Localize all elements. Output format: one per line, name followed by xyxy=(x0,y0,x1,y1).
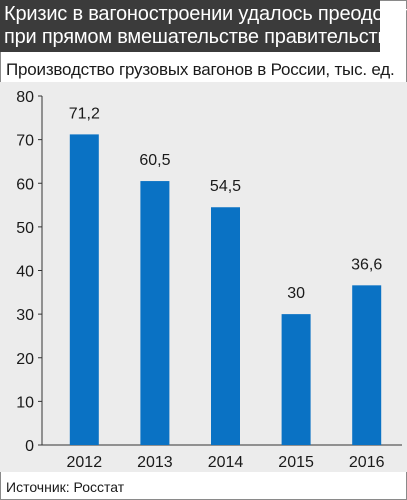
x-tick-label-2015: 2015 xyxy=(278,454,314,471)
data-label-2016: 36,6 xyxy=(351,256,382,273)
x-tick-label-2016: 2016 xyxy=(349,454,385,471)
data-label-2015: 30 xyxy=(287,285,305,302)
y-tick-label: 40 xyxy=(16,264,34,281)
y-tick-label: 20 xyxy=(16,351,34,368)
bar-2015 xyxy=(281,314,311,445)
y-tick-label: 80 xyxy=(16,89,34,106)
bar-2016 xyxy=(352,285,382,445)
bar-2014 xyxy=(211,207,240,445)
plot-background xyxy=(0,82,407,472)
x-tick-label-2013: 2013 xyxy=(137,454,173,471)
chart-subtitle: Производство грузовых вагонов в России, … xyxy=(6,60,395,79)
source-note: Источник: Росстат xyxy=(6,479,125,495)
y-tick-label: 30 xyxy=(16,307,34,324)
bar-2013 xyxy=(140,181,170,445)
headline-line-2: при прямом вмешательстве правительства xyxy=(4,26,399,48)
y-tick-label: 50 xyxy=(16,220,34,237)
headline-line-1: Кризис в вагоностроении удалось преодоле… xyxy=(4,3,407,25)
data-label-2014: 54,5 xyxy=(210,178,241,195)
y-tick-label: 70 xyxy=(16,133,34,150)
y-tick-label: 0 xyxy=(25,438,34,455)
x-tick-label-2012: 2012 xyxy=(67,454,103,471)
y-tick-label: 60 xyxy=(16,176,34,193)
y-tick-label: 10 xyxy=(16,394,34,411)
bar-2012 xyxy=(69,134,99,445)
data-label-2013: 60,5 xyxy=(139,152,170,169)
headline-box: Кризис в вагоностроении удалось преодоле… xyxy=(0,0,407,52)
data-label-2012: 71,2 xyxy=(69,105,100,122)
x-tick-label-2014: 2014 xyxy=(208,454,244,471)
